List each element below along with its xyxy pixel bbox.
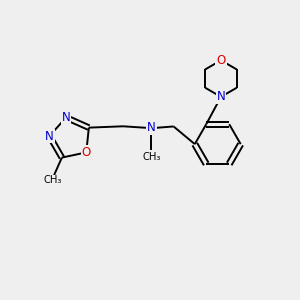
Text: N: N: [62, 111, 70, 124]
Text: CH₃: CH₃: [142, 152, 161, 162]
Text: O: O: [216, 54, 226, 67]
Text: N: N: [217, 90, 225, 103]
Text: N: N: [45, 130, 54, 142]
Text: CH₃: CH₃: [44, 176, 62, 185]
Text: O: O: [82, 146, 91, 159]
Text: N: N: [147, 122, 156, 134]
